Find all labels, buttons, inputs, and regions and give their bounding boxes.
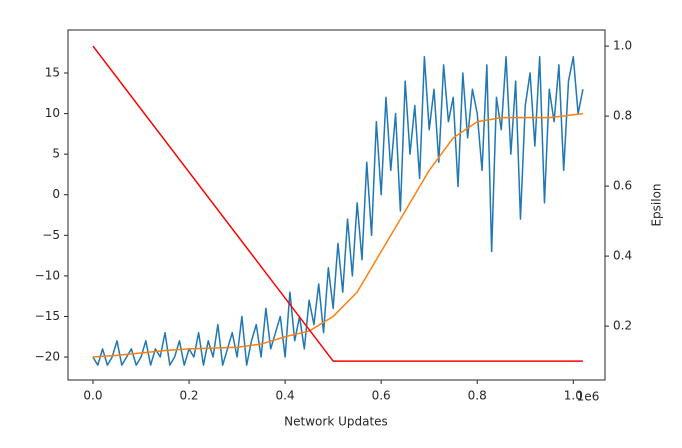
series-line xyxy=(92,45,583,362)
y2-tick-label: 0.6 xyxy=(613,179,632,193)
y-tick-label: 5 xyxy=(52,147,60,161)
x-tick-label: 1.0 xyxy=(564,389,583,403)
y-tick-label: −10 xyxy=(35,268,60,282)
x-tick-label: 0.0 xyxy=(83,389,102,403)
x-tick-label: 0.8 xyxy=(468,389,487,403)
y-tick-label: 10 xyxy=(45,106,60,120)
series-line xyxy=(92,56,584,366)
x-tick-label: 0.2 xyxy=(179,389,198,403)
y-tick-label: −5 xyxy=(42,228,60,242)
y-tick-label: 0 xyxy=(52,187,60,201)
x-tick-label: 0.6 xyxy=(372,389,391,403)
x-axis-label: Network Updates xyxy=(284,415,388,429)
y2-axis-label: Epsilon xyxy=(650,183,664,226)
y2-tick-label: 0.2 xyxy=(613,319,632,333)
y-tick-label: 15 xyxy=(45,66,60,80)
plot-frame xyxy=(67,29,606,381)
y-tick-label: −20 xyxy=(35,350,60,364)
y2-tick-label: 0.8 xyxy=(613,109,632,123)
x-offset-label: 1e6 xyxy=(577,390,600,404)
series-line xyxy=(92,112,583,358)
y-tick-label: −15 xyxy=(35,309,60,323)
y2-tick-label: 0.4 xyxy=(613,249,632,263)
x-tick-label: 0.4 xyxy=(276,389,295,403)
y2-tick-label: 1.0 xyxy=(613,39,632,53)
